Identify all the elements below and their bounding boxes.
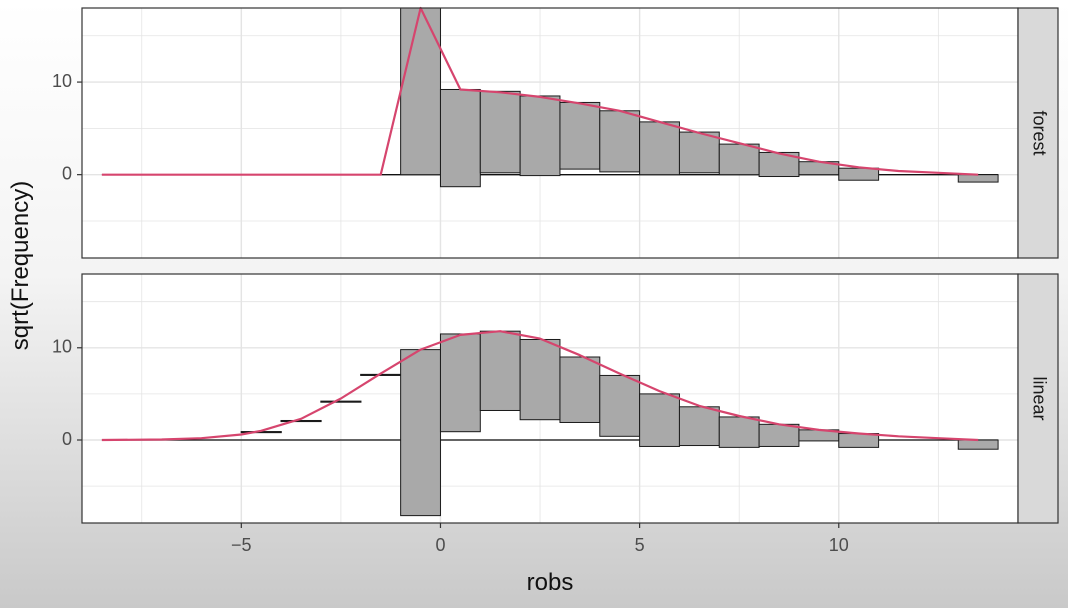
strip-label: linear [1029,376,1049,420]
strip-background [1017,7,1059,259]
bar [519,95,561,177]
bar [758,423,800,447]
expected-curve [101,6,979,176]
y-tick-label: 10 [52,71,72,91]
strip-background [1017,273,1059,524]
y-tick-label: 10 [52,337,72,357]
bar [838,433,880,448]
bar [479,90,521,174]
bar [718,143,760,176]
panel-forest: forest 0 10 [52,6,1059,259]
y-axis: 0 10 [52,337,82,449]
x-tick-label: 0 [435,535,445,555]
facet-strip: linear [1017,273,1059,524]
x-tick-label: 5 [635,535,645,555]
bar [957,174,999,183]
bar [599,110,641,173]
bar [559,356,601,423]
y-axis: 0 10 [52,71,82,183]
bar [479,330,521,411]
bar [559,101,601,170]
facet-strip: forest [1017,7,1059,259]
bar [599,374,641,437]
x-tick-label: 10 [829,535,849,555]
bar [439,333,481,433]
strip-label: forest [1029,110,1049,155]
x-axis: −5 0 5 10 [231,523,849,555]
bar [957,439,999,450]
bar [320,400,362,403]
x-axis-title: robs [527,569,574,596]
y-tick-label: 0 [62,163,72,183]
x-tick-label: −5 [231,535,252,555]
bar [678,131,720,174]
bar [838,167,880,181]
bar [439,88,481,188]
bar [280,419,322,423]
bar [400,7,441,176]
bar [519,338,561,421]
y-tick-label: 0 [62,429,72,449]
bar [718,416,760,448]
bar [639,121,680,176]
bars [400,7,999,188]
expected-curve [101,330,979,442]
bar [678,406,720,447]
bar [639,393,680,447]
bar [400,349,441,517]
panel-linear: linear 0 10 [52,273,1059,524]
y-axis-title: sqrt(Frequency) [7,181,34,350]
